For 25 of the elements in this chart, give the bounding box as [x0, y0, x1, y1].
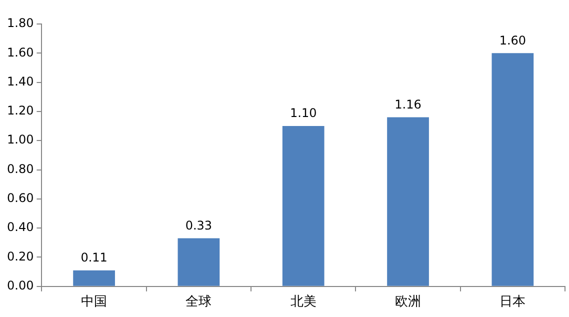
x-tick-label: 中国: [81, 294, 108, 310]
data-label: 0.33: [185, 218, 212, 232]
x-tick-label: 日本: [500, 294, 526, 310]
y-tick-label: 0.20: [7, 249, 34, 264]
bar: [178, 238, 220, 286]
data-label: 1.10: [290, 106, 317, 120]
y-tick-label: 0.60: [7, 191, 34, 206]
x-tick-label: 全球: [186, 294, 212, 310]
bar: [387, 117, 429, 286]
y-tick-label: 0.40: [7, 220, 34, 234]
y-tick-label: 1.80: [7, 16, 34, 30]
y-tick-label: 1.20: [7, 104, 34, 118]
data-label: 1.60: [499, 33, 526, 48]
y-tick-label: 0.00: [7, 278, 34, 293]
x-tick-label: 北美: [290, 294, 316, 310]
y-tick-label: 1.60: [7, 45, 34, 60]
data-label: 0.11: [80, 250, 108, 264]
y-tick-label: 1.40: [7, 74, 34, 88]
y-tick-label: 1.00: [7, 132, 34, 147]
bar: [492, 53, 534, 286]
data-label: 1.16: [394, 97, 422, 112]
bar: [73, 270, 115, 286]
bar: [282, 126, 324, 286]
y-tick-label: 0.80: [7, 162, 34, 176]
x-tick-label: 欧洲: [395, 294, 422, 310]
